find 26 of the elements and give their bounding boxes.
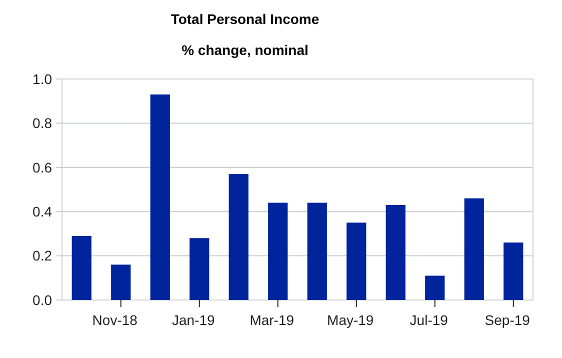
y-tick-label: 0.0 (32, 292, 52, 308)
chart-title: Total Personal Income (170, 11, 320, 27)
bar (464, 198, 484, 300)
bar (190, 238, 210, 300)
y-tick-label: 1.0 (32, 70, 52, 87)
bar (504, 242, 524, 300)
y-tick-label: 0.2 (32, 248, 52, 264)
x-tick-label: May-19 (327, 312, 374, 328)
bar (386, 204, 406, 300)
x-tick-label: Mar-19 (250, 312, 294, 328)
bar (228, 174, 248, 300)
chart-subtitle: % change, nominal (182, 42, 308, 58)
bar (268, 202, 288, 300)
bar (346, 222, 366, 300)
bar (150, 94, 170, 300)
y-tick-label: 0.6 (32, 159, 52, 176)
x-tick-label: Nov-18 (92, 312, 138, 328)
x-tick-label: Jan-19 (172, 312, 215, 328)
bar (72, 236, 92, 300)
bar (425, 276, 445, 300)
bar (307, 202, 327, 300)
bar (111, 264, 131, 300)
y-tick-label: 0.4 (32, 204, 52, 220)
x-tick-label: Jul-19 (410, 312, 448, 328)
y-tick-label: 0.8 (32, 115, 52, 132)
x-tick-label: Sep-19 (484, 312, 530, 328)
